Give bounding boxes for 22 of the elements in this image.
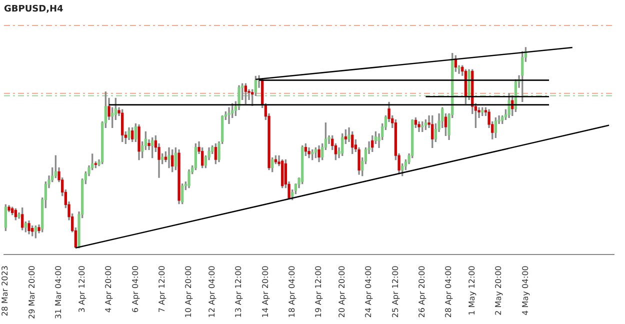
x-tick-label: 28 Apr 04:00 [444, 266, 454, 318]
x-tick-label: 24 Apr 04:00 [364, 266, 374, 318]
chart-title: GBPUSD,H4 [4, 4, 64, 15]
x-tick-label: 2 May 20:00 [494, 266, 504, 316]
x-tick-label: 13 Apr 12:00 [234, 266, 244, 318]
x-tick-label: 26 Apr 20:00 [417, 266, 426, 318]
x-tick-label: 31 Mar 04:00 [54, 266, 64, 320]
x-tick-label: 4 Apr 20:00 [104, 266, 114, 313]
x-tick-label: 14 Apr 20:00 [260, 266, 270, 318]
x-tick-label: 7 Apr 12:00 [157, 266, 166, 313]
x-tick-label: 18 Apr 04:00 [287, 266, 296, 318]
x-tick-label: 10 Apr 20:00 [184, 266, 194, 318]
x-tick-label: 4 May 04:00 [520, 266, 530, 316]
x-tick-label: 19 Apr 12:00 [314, 266, 324, 318]
x-tick-label: 20 Apr 20:00 [337, 266, 346, 318]
x-tick-label: 28 Mar 2023 [0, 266, 10, 316]
x-tick-label: 1 May 12:00 [467, 266, 476, 316]
x-tick-label: 29 Mar 20:00 [27, 266, 36, 320]
x-tick-label: 3 Apr 12:00 [77, 266, 86, 313]
x-tick-label: 6 Apr 04:00 [130, 266, 140, 313]
x-tick-label: 12 Apr 04:00 [207, 266, 216, 318]
x-tick-label: 25 Apr 12:00 [390, 266, 400, 318]
